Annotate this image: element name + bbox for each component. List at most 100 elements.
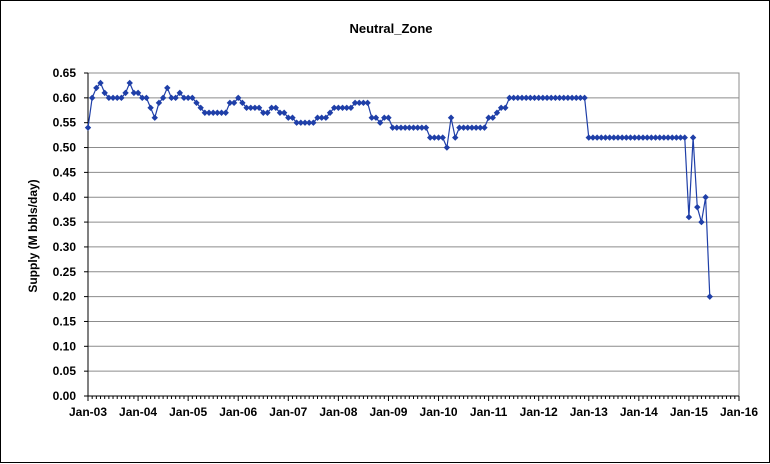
data-point (460, 124, 467, 131)
data-point (677, 134, 684, 141)
data-point (134, 89, 142, 97)
x-tick-label: Jan-12 (520, 405, 558, 419)
data-point (535, 94, 542, 102)
data-point (481, 124, 488, 131)
x-tick-label: Jan-15 (670, 405, 708, 419)
data-point (264, 109, 271, 116)
data-point (289, 114, 296, 121)
y-tick-label: 0.30 (53, 240, 77, 254)
data-point (301, 119, 309, 126)
data-point (235, 94, 242, 102)
data-point (414, 124, 421, 131)
data-point (214, 109, 221, 116)
data-point (456, 124, 463, 131)
y-tick-label: 0.35 (53, 215, 77, 229)
data-point (97, 79, 104, 87)
data-point (251, 104, 259, 111)
data-point (447, 114, 455, 121)
data-point (314, 114, 321, 121)
data-point (439, 134, 446, 141)
x-tick-label: Jan-07 (269, 405, 307, 419)
y-tick-label: 0.40 (53, 190, 77, 204)
data-point (431, 134, 438, 141)
data-point (389, 124, 396, 131)
x-tick-label: Jan-06 (219, 405, 257, 419)
data-point (664, 134, 672, 141)
data-point (139, 94, 146, 102)
data-point (618, 134, 626, 141)
x-tick-label: Jan-08 (319, 405, 357, 419)
data-point (527, 94, 534, 102)
data-point (201, 109, 209, 116)
data-point (689, 134, 697, 141)
data-point (130, 89, 138, 97)
data-point (239, 99, 246, 107)
data-point (385, 114, 392, 121)
data-point (118, 94, 125, 102)
data-point (648, 134, 655, 141)
data-point (543, 94, 551, 102)
data-point (318, 114, 325, 121)
y-tick-label: 0.55 (53, 116, 77, 130)
data-point (635, 134, 643, 141)
data-point (606, 134, 613, 141)
data-point (585, 134, 592, 141)
data-point (468, 124, 476, 131)
data-point (193, 99, 200, 107)
data-point (272, 104, 279, 111)
data-point (222, 109, 229, 116)
data-point (114, 94, 121, 102)
data-point (88, 94, 96, 102)
data-point (556, 94, 563, 102)
y-tick-label: 0.20 (53, 290, 77, 304)
data-point (247, 104, 254, 111)
data-point (485, 114, 492, 121)
data-point (573, 94, 580, 102)
chart-title: Neutral_Zone (349, 21, 432, 36)
x-tick-label: Jan-14 (620, 405, 658, 419)
data-point (339, 104, 346, 111)
data-point (326, 109, 334, 116)
data-point (93, 84, 100, 92)
x-tick-label: Jan-13 (570, 405, 608, 419)
x-tick-label: Jan-16 (720, 405, 758, 419)
data-point (205, 109, 213, 116)
data-point (502, 104, 509, 111)
data-point (376, 119, 384, 126)
data-point (685, 213, 693, 221)
data-point (143, 94, 150, 102)
y-axis-title: Supply (M bbls/day) (26, 179, 40, 292)
data-point (510, 94, 517, 102)
data-point (285, 114, 292, 121)
data-point (410, 124, 417, 131)
data-point (477, 124, 484, 131)
data-point (172, 94, 179, 102)
data-point (472, 124, 480, 131)
plot-layer: 0.00 0.05 0.10 0.15 0.20 0.25 0.30 0.35 0.40 0.45… (53, 66, 759, 419)
data-point (702, 194, 709, 201)
data-point (548, 94, 555, 102)
data-point (593, 134, 601, 141)
data-point (497, 104, 505, 111)
plot-area (88, 73, 739, 396)
x-tick-label: Jan-05 (169, 405, 207, 419)
data-point (452, 134, 459, 141)
data-point (159, 94, 167, 102)
data-point (610, 134, 618, 141)
data-point (464, 124, 471, 131)
data-point (589, 134, 597, 141)
data-point (343, 104, 350, 111)
data-point (364, 99, 371, 107)
x-tick-label: Jan-03 (69, 405, 107, 419)
data-point (189, 94, 196, 102)
data-point (243, 104, 250, 111)
data-point (226, 99, 234, 107)
data-point (147, 104, 154, 111)
data-point (360, 99, 367, 107)
data-point (109, 94, 117, 102)
y-tick-label: 0.05 (53, 364, 77, 378)
data-point (276, 109, 284, 116)
data-point (101, 89, 108, 97)
data-point (698, 218, 705, 226)
